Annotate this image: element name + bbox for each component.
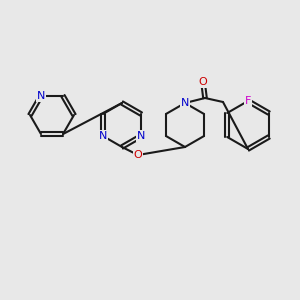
Text: F: F (245, 96, 251, 106)
Text: N: N (137, 131, 145, 141)
Text: O: O (134, 150, 142, 160)
Text: O: O (199, 77, 207, 87)
Text: N: N (37, 91, 45, 101)
Text: N: N (99, 131, 107, 141)
Text: N: N (181, 98, 189, 108)
